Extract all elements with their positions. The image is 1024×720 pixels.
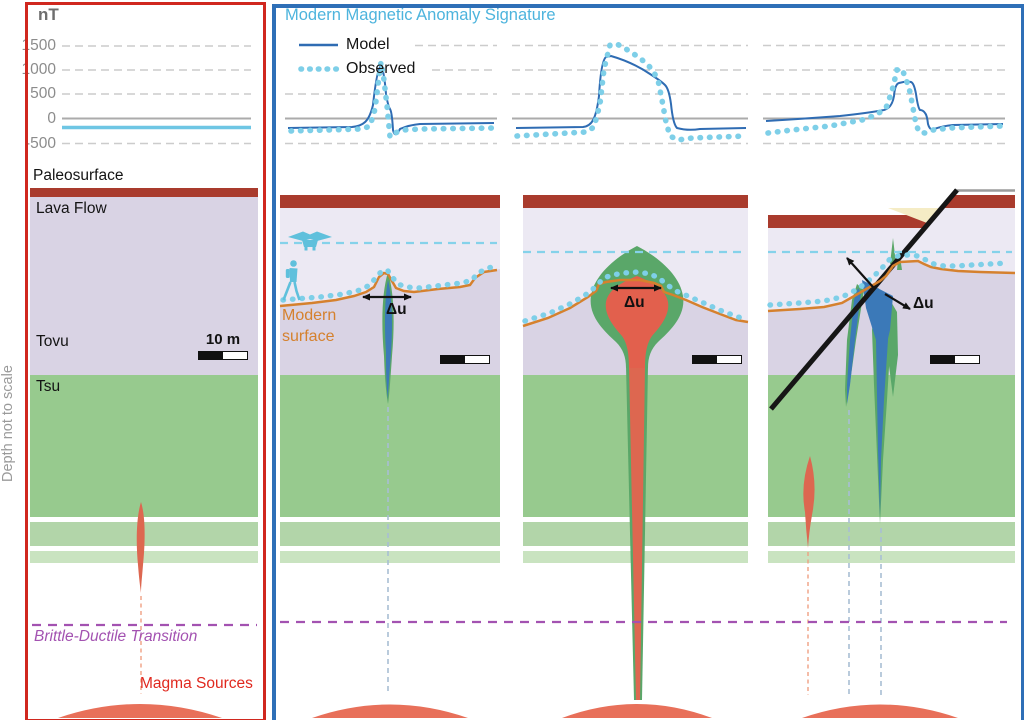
dike-stem-red [629, 366, 645, 700]
legend-observed-label: Observed [346, 60, 416, 77]
tick-neg500: -500 [24, 135, 56, 152]
observed-curve-3 [765, 65, 1006, 136]
scale-bar-section-2 [692, 355, 742, 364]
lava-cap [523, 195, 748, 208]
scale-bar-label: 10 m [205, 331, 241, 348]
surface-observed-dots [280, 263, 500, 303]
observed-curve-1 [288, 61, 496, 143]
drone-icon [288, 231, 332, 251]
tsu-layer [30, 375, 258, 517]
fault-line [769, 188, 959, 411]
tovu-label: Tovu [36, 333, 69, 350]
cross-section-3 [767, 188, 1016, 718]
delta-u-arrow-down [884, 293, 911, 310]
magma-source-dome [802, 704, 958, 718]
tick-1500: 1500 [21, 37, 56, 54]
modern-surface-label: Modern surface [282, 307, 337, 345]
surface-observed-dots [767, 252, 1011, 308]
depth-note-label: Depth not to scale [0, 365, 16, 482]
lava-cap [280, 195, 500, 208]
bulb-red-core [605, 276, 669, 368]
deep-dike [136, 502, 145, 593]
magma-source-dome [58, 704, 222, 718]
paleosurface-label: Paleosurface [33, 167, 124, 184]
scale-bar-reference [198, 351, 248, 360]
fault-zone-dikes [845, 238, 902, 524]
lava-flow-layer [30, 197, 258, 375]
hiker-icon [282, 260, 301, 301]
delta-u-label-1: Δu [386, 301, 407, 318]
observed-curve-2 [514, 41, 749, 143]
tick-500: 500 [30, 85, 56, 102]
paleosurface-cap [30, 188, 258, 197]
reference-section [30, 45, 258, 718]
green-band-2 [30, 551, 258, 563]
model-curve-1 [287, 64, 495, 136]
legend-model-label: Model [346, 36, 390, 53]
deep-dike [803, 456, 815, 548]
brittle-ductile-label: Brittle-Ductile Transition [34, 628, 198, 645]
delta-u-label-3: Δu [913, 295, 934, 312]
tick-0: 0 [47, 110, 56, 127]
lava-cap-downthrown [768, 215, 937, 228]
magma-sources-label: Magma Sources [140, 675, 253, 692]
modern-surface-line [522, 278, 749, 328]
model-curve-2 [515, 54, 747, 131]
modern-surface-line [767, 259, 1016, 313]
cross-section-1 [279, 195, 500, 718]
magma-source-dome [312, 704, 468, 718]
cross-section-2 [522, 195, 750, 718]
magma-source-dome [562, 704, 712, 718]
delta-u-label-2: Δu [624, 294, 645, 311]
tsu-label: Tsu [36, 378, 61, 395]
lava-cap-upthrown [943, 195, 1015, 208]
surface-observed-dots [522, 269, 750, 324]
anomaly-plots [285, 41, 1006, 145]
tick-1000: 1000 [21, 61, 56, 78]
nt-axis-label: nT [38, 5, 59, 24]
scale-bar-section-3 [930, 355, 980, 364]
scale-bar-section-1 [440, 355, 490, 364]
delta-u-arrow-up [846, 257, 874, 288]
dike-blue-core [384, 280, 392, 399]
modern-panel-title: Modern Magnetic Anomaly Signature [285, 6, 556, 24]
lava-flow-label: Lava Flow [36, 200, 107, 217]
